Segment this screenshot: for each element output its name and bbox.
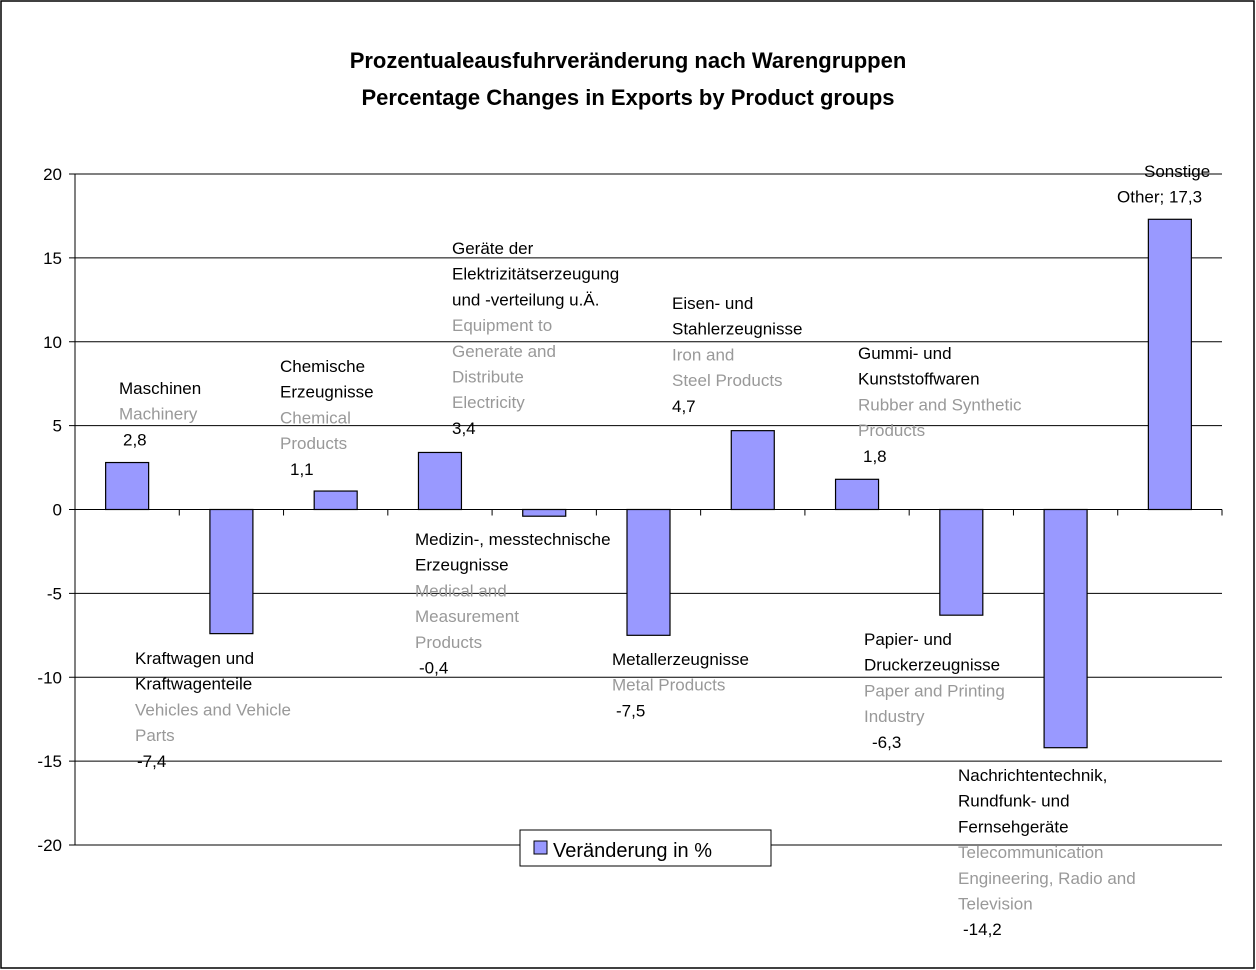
bar xyxy=(834,478,880,511)
category-label-en: Products xyxy=(280,434,347,453)
category-label-en: Television xyxy=(958,895,1033,914)
category-label-de: Elektrizitätserzeugung xyxy=(452,265,619,284)
legend-box xyxy=(519,829,772,867)
value-label: 1,8 xyxy=(863,447,887,466)
category-label-de: Gummi- und xyxy=(858,344,952,363)
category-label-de: Erzeugnisse xyxy=(280,383,374,402)
category-label-de: Papier- und xyxy=(864,630,952,649)
category-label-en: Generate and xyxy=(452,342,556,361)
category-label-de: Geräte der xyxy=(452,239,534,258)
bar xyxy=(105,461,150,511)
y-tick-label: -15 xyxy=(37,752,62,771)
value-label: -6,3 xyxy=(872,733,901,752)
category-label-en: Products xyxy=(858,421,925,440)
bar xyxy=(1043,508,1088,749)
y-tick-label: 15 xyxy=(43,249,62,268)
category-label-de: Stahlerzeugnisse xyxy=(672,320,802,339)
value-label: 2,8 xyxy=(123,430,147,449)
legend-label: Veränderung in % xyxy=(553,840,712,862)
bar xyxy=(522,508,567,517)
bar xyxy=(417,451,463,511)
bar xyxy=(730,430,775,511)
legend-swatch xyxy=(533,840,548,855)
value-label: -7,4 xyxy=(137,752,166,771)
category-label-de: Fernsehgeräte xyxy=(958,817,1069,836)
category-label-en: Distribute xyxy=(452,368,524,387)
category-label-en: Industry xyxy=(864,707,925,726)
category-label-en: Metal Products xyxy=(612,676,725,695)
y-tick-label: 0 xyxy=(53,501,62,520)
value-label: -0,4 xyxy=(419,659,448,678)
y-tick-label: 5 xyxy=(53,417,62,436)
y-tick-label: -5 xyxy=(47,584,62,603)
category-label-de: Nachrichtentechnik, xyxy=(958,766,1107,785)
bar xyxy=(626,508,671,636)
y-tick-label: 10 xyxy=(43,333,62,352)
category-label-en: Telecommunication xyxy=(958,843,1104,862)
category-label-en: Measurement xyxy=(415,607,519,626)
category-label-en: Parts xyxy=(135,726,175,745)
value-label: -7,5 xyxy=(616,701,645,720)
category-label-en: Products xyxy=(415,633,482,652)
category-label-en: Electricity xyxy=(452,393,525,412)
y-tick-label: 20 xyxy=(43,165,62,184)
category-label-en: Vehicles and Vehicle xyxy=(135,700,291,719)
category-label-de: Kraftwagenteile xyxy=(135,675,252,694)
bar xyxy=(939,508,984,616)
chart-title: Prozentualeausfuhrveränderung nach Waren… xyxy=(350,48,907,73)
category-label-de: Maschinen xyxy=(119,379,201,398)
category-label-en: Chemical xyxy=(280,408,351,427)
bar xyxy=(209,508,254,635)
y-tick-label: -10 xyxy=(37,668,62,687)
value-label: Other; 17,3 xyxy=(1117,188,1202,207)
value-label: 1,1 xyxy=(290,460,314,479)
category-label-en: Machinery xyxy=(119,405,198,424)
value-label: 4,7 xyxy=(672,397,696,416)
category-label-en: Engineering, Radio and xyxy=(958,869,1136,888)
category-label-de: und -verteilung u.Ä. xyxy=(452,290,599,309)
y-tick-label: -20 xyxy=(37,836,62,855)
category-label-de: Rundfunk- und xyxy=(958,792,1070,811)
category-label-de: Erzeugnisse xyxy=(415,556,509,575)
category-label-de: Druckerzeugnisse xyxy=(864,656,1000,675)
category-label-de: Medizin-, messtechnische xyxy=(415,530,611,549)
chart-subtitle: Percentage Changes in Exports by Product… xyxy=(362,85,895,110)
value-label: 3,4 xyxy=(452,419,476,438)
value-label: -14,2 xyxy=(963,920,1002,939)
category-label-en: Steel Products xyxy=(672,371,783,390)
category-label-en: Paper and Printing xyxy=(864,681,1005,700)
category-label-de: Sonstige xyxy=(1144,162,1210,181)
category-label-de: Metallerzeugnisse xyxy=(612,650,749,669)
category-label-de: Chemische xyxy=(280,357,365,376)
category-label-en: Equipment to xyxy=(452,316,552,335)
category-label-de: Kraftwagen und xyxy=(135,649,254,668)
category-label-de: Eisen- und xyxy=(672,294,753,313)
category-label-en: Iron and xyxy=(672,345,734,364)
category-label-en: Rubber and Synthetic xyxy=(858,395,1022,414)
category-label-de: Kunststoffwaren xyxy=(858,370,980,389)
bar xyxy=(313,490,358,511)
bar xyxy=(1147,218,1192,511)
category-label-en: Medical and xyxy=(415,581,507,600)
